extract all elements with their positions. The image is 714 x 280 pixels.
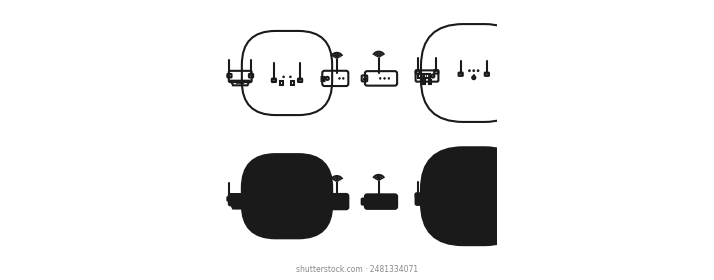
Circle shape xyxy=(379,201,381,202)
FancyBboxPatch shape xyxy=(228,194,251,205)
Circle shape xyxy=(283,76,285,78)
FancyBboxPatch shape xyxy=(365,194,397,209)
Bar xyxy=(423,204,425,207)
Text: shutterstock.com · 2481334071: shutterstock.com · 2481334071 xyxy=(296,265,418,274)
Circle shape xyxy=(338,201,341,202)
Bar xyxy=(280,81,283,85)
Circle shape xyxy=(431,198,434,201)
Bar xyxy=(291,81,294,85)
Circle shape xyxy=(239,205,241,207)
FancyBboxPatch shape xyxy=(485,196,489,199)
Circle shape xyxy=(242,205,244,207)
Circle shape xyxy=(242,82,244,84)
Circle shape xyxy=(383,78,386,79)
FancyBboxPatch shape xyxy=(249,197,253,200)
Circle shape xyxy=(343,201,344,202)
FancyBboxPatch shape xyxy=(424,197,430,202)
FancyBboxPatch shape xyxy=(458,196,463,199)
Circle shape xyxy=(338,78,341,79)
Circle shape xyxy=(477,70,479,72)
Circle shape xyxy=(388,201,390,202)
Circle shape xyxy=(468,70,471,72)
Circle shape xyxy=(472,199,476,202)
Circle shape xyxy=(289,76,291,78)
FancyBboxPatch shape xyxy=(362,199,367,205)
Polygon shape xyxy=(231,204,249,209)
Circle shape xyxy=(239,82,241,84)
FancyBboxPatch shape xyxy=(272,202,276,205)
FancyBboxPatch shape xyxy=(298,202,302,205)
Circle shape xyxy=(388,78,390,79)
FancyBboxPatch shape xyxy=(242,154,332,238)
Bar xyxy=(291,205,294,208)
Circle shape xyxy=(236,205,238,207)
FancyBboxPatch shape xyxy=(418,197,424,202)
Circle shape xyxy=(236,82,238,84)
Bar xyxy=(423,80,425,84)
Circle shape xyxy=(473,70,475,72)
Circle shape xyxy=(379,78,381,79)
FancyBboxPatch shape xyxy=(322,194,348,209)
FancyBboxPatch shape xyxy=(421,147,526,245)
FancyBboxPatch shape xyxy=(416,193,438,205)
Bar xyxy=(429,204,431,207)
Circle shape xyxy=(468,193,471,195)
Bar xyxy=(280,205,283,208)
Circle shape xyxy=(383,201,386,202)
Circle shape xyxy=(326,200,329,203)
Circle shape xyxy=(343,78,344,79)
Circle shape xyxy=(283,199,285,201)
Circle shape xyxy=(473,193,475,195)
FancyBboxPatch shape xyxy=(227,197,231,200)
FancyBboxPatch shape xyxy=(434,193,438,197)
Bar xyxy=(429,80,431,84)
Circle shape xyxy=(289,199,291,201)
FancyBboxPatch shape xyxy=(416,193,420,197)
Circle shape xyxy=(477,193,479,195)
